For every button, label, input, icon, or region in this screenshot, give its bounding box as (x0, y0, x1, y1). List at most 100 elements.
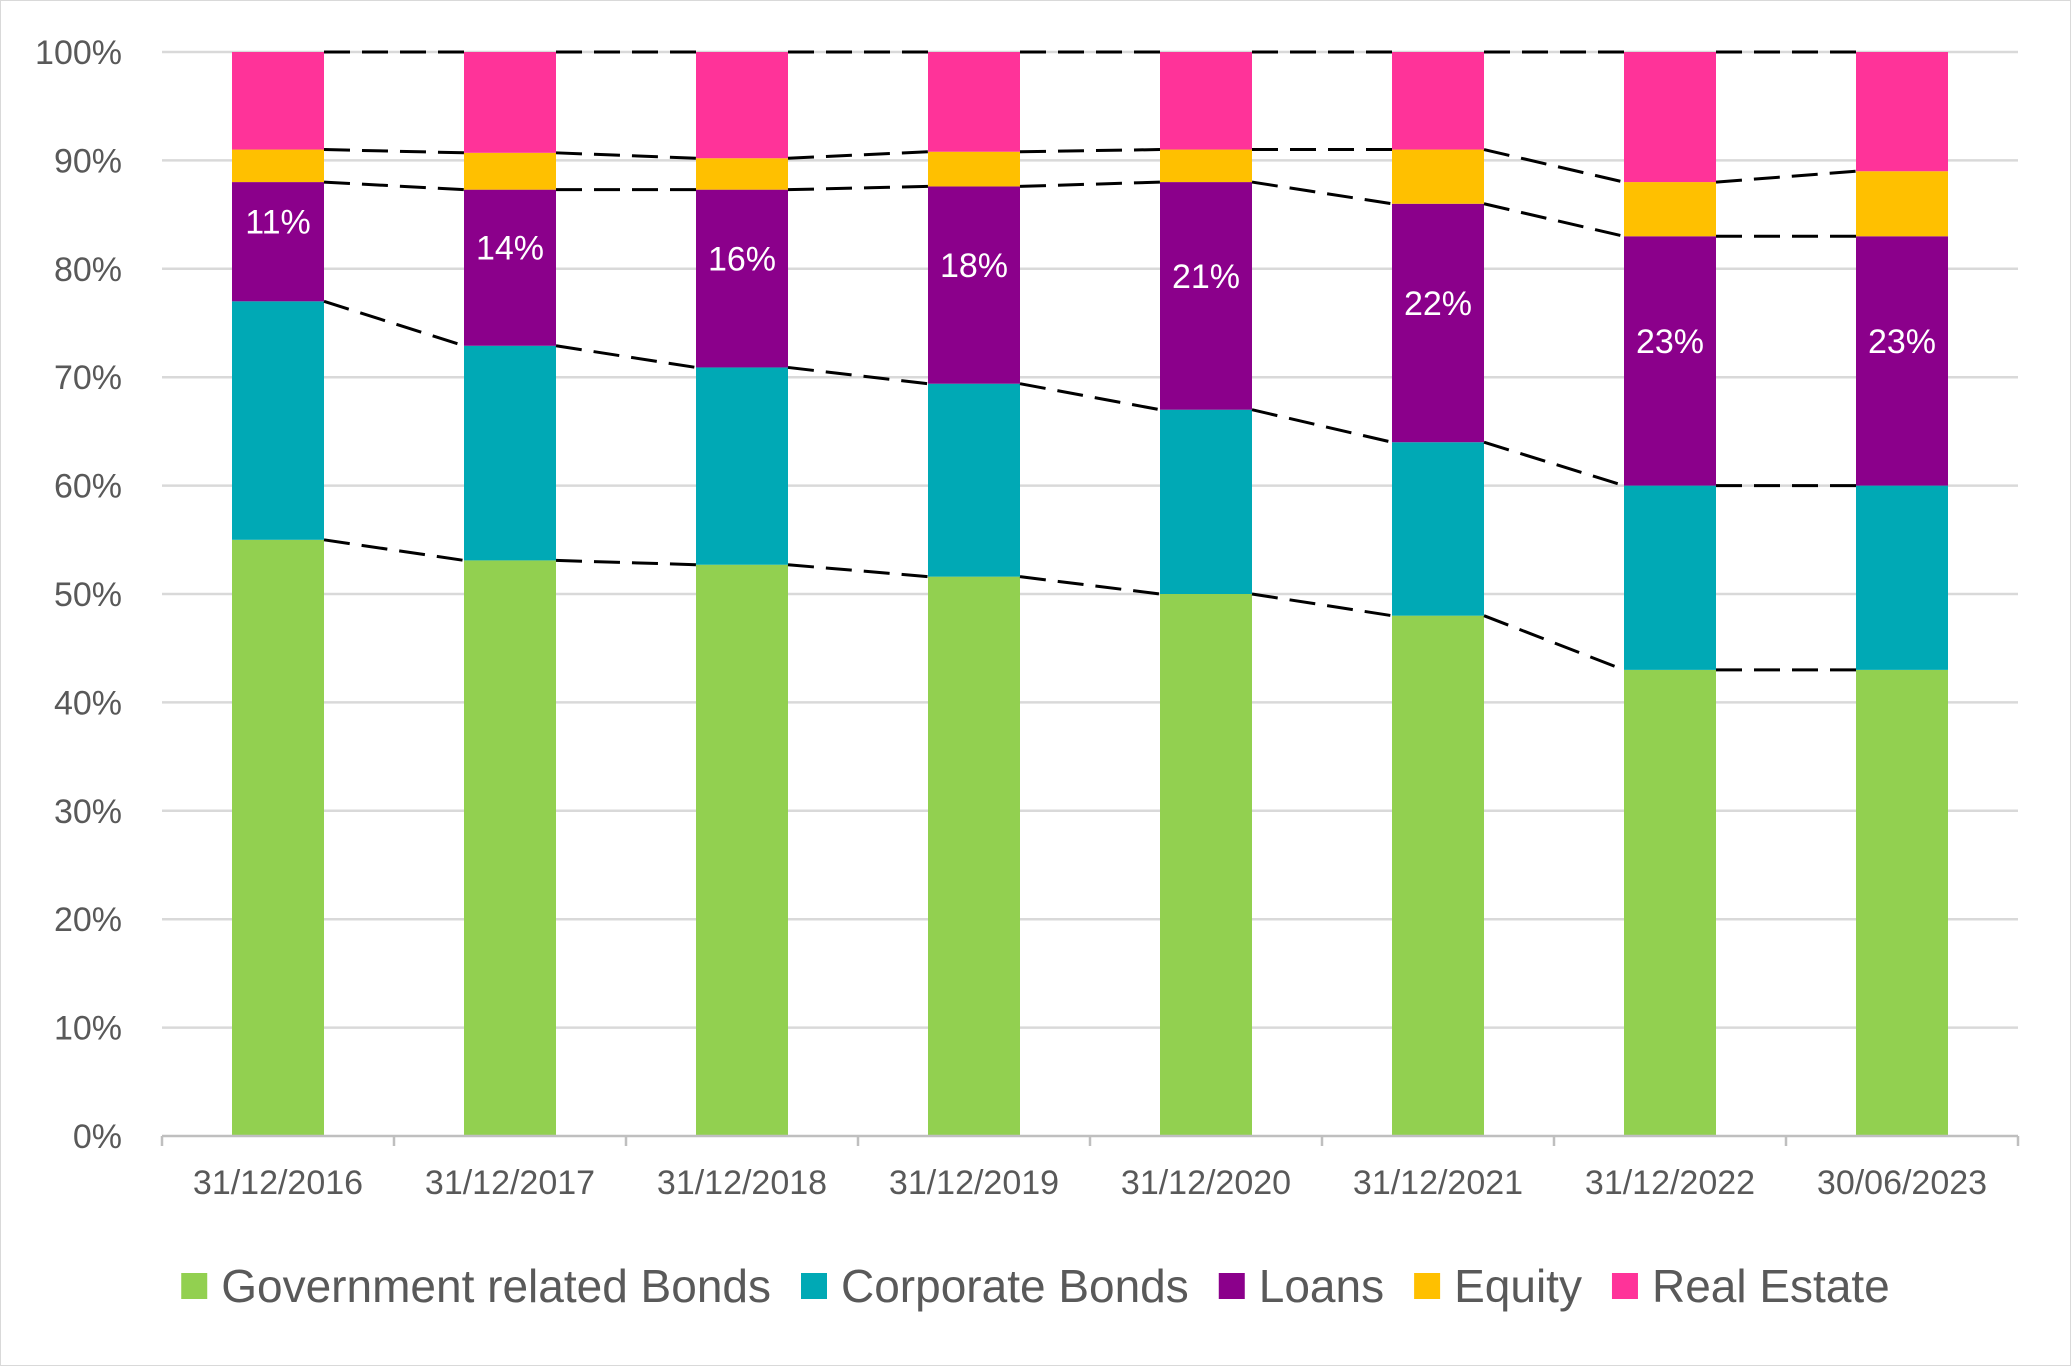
x-tick-label: 31/12/2021 (1353, 1164, 1523, 1202)
connector-line (1715, 169, 1857, 184)
bar-segment (928, 151, 1020, 187)
bar-segment (232, 301, 324, 540)
connector-line (1019, 382, 1161, 412)
bar-segment (928, 576, 1020, 1136)
legend-label: Government related Bonds (221, 1260, 771, 1312)
x-tick-label: 31/12/2017 (425, 1164, 595, 1202)
connector-line (1483, 202, 1625, 238)
bar-segment (1160, 594, 1252, 1136)
legend-swatch (1611, 1273, 1638, 1299)
bar-segment (928, 52, 1020, 152)
bars (232, 52, 1948, 1136)
bar-segment (464, 560, 556, 1136)
y-tick-label: 10% (54, 1010, 122, 1048)
connector-line (1483, 440, 1625, 488)
y-tick-label: 100% (35, 34, 122, 72)
bar-segment (1160, 52, 1252, 150)
bar-segment (928, 383, 1020, 577)
y-tick-label: 30% (54, 793, 122, 831)
bar-segment (1624, 485, 1716, 670)
bar-segment (1392, 203, 1484, 443)
bar-segment (464, 345, 556, 561)
x-tick-label: 31/12/2019 (889, 1164, 1059, 1202)
bar-segment (1392, 149, 1484, 204)
bar-segment (464, 52, 556, 153)
connector-lines (323, 50, 1857, 672)
bar-segment (696, 52, 788, 159)
y-tick-label: 40% (54, 684, 122, 722)
connector-line (555, 558, 697, 567)
data-label: 23% (1636, 323, 1704, 361)
bar-segment (1624, 52, 1716, 183)
bar-segment (696, 564, 788, 1136)
bar-segment (1624, 236, 1716, 486)
bar-segment (1392, 442, 1484, 616)
legend-item: Corporate Bonds (801, 1260, 1189, 1312)
connector-line (787, 184, 929, 192)
legend-swatch (801, 1273, 827, 1299)
legend-swatch (1218, 1273, 1245, 1299)
bar-segment (696, 367, 788, 565)
data-label: 23% (1868, 323, 1936, 361)
bar-segment (928, 186, 1020, 384)
connector-line (555, 344, 697, 369)
legend-item: Loans (1218, 1260, 1384, 1312)
connector-line (787, 563, 929, 579)
y-tick-label: 80% (54, 251, 122, 289)
connector-line (1019, 148, 1161, 154)
data-label: 11% (245, 204, 311, 242)
bar-segment (232, 182, 324, 302)
x-tick-label: 31/12/2018 (657, 1164, 827, 1202)
legend: Government related Bonds Corporate Bonds L… (181, 1260, 1890, 1312)
bar-segment (1392, 52, 1484, 150)
legend-swatch (181, 1273, 208, 1299)
legend-item: Real Estate (1611, 1260, 1890, 1312)
connector-line (1251, 408, 1393, 444)
data-label: 21% (1172, 258, 1240, 296)
bar-segment (232, 52, 324, 150)
connector-line (1019, 575, 1161, 596)
legend-item: Government related Bonds (181, 1260, 771, 1312)
connector-line (787, 150, 929, 160)
connector-line (1019, 180, 1161, 188)
x-tick-label: 31/12/2022 (1585, 1164, 1755, 1202)
bar-segment (1624, 669, 1716, 1136)
bar-segment (1856, 52, 1948, 172)
connector-line (1483, 148, 1625, 184)
legend-label: Corporate Bonds (841, 1260, 1189, 1312)
bar-segment (464, 152, 556, 190)
y-tick-label: 0% (73, 1118, 122, 1156)
bar-segment (1856, 236, 1948, 486)
bar-segment (1856, 485, 1948, 670)
bar-segment (1160, 149, 1252, 183)
connector-line (1483, 614, 1625, 672)
x-tick-label: 30/06/2023 (1817, 1164, 1987, 1202)
y-tick-label: 70% (54, 359, 122, 397)
data-label: 18% (940, 247, 1008, 285)
connector-line (787, 365, 929, 386)
bar-segment (232, 539, 324, 1136)
bar-segment (696, 189, 788, 368)
legend-label: Real Estate (1652, 1260, 1890, 1312)
bar-segment (1856, 669, 1948, 1136)
legend-label: Equity (1454, 1260, 1582, 1312)
bar-segment (1160, 182, 1252, 410)
legend-label: Loans (1259, 1260, 1384, 1312)
bar-segment (1624, 182, 1716, 237)
data-label: 22% (1404, 285, 1472, 323)
y-tick-label: 50% (54, 576, 122, 614)
gridlines (162, 50, 2018, 1029)
bar-segment (1160, 409, 1252, 594)
data-label: 16% (708, 241, 776, 279)
connector-line (323, 538, 465, 562)
legend-item: Equity (1414, 1260, 1582, 1312)
axes: 0% 10% 20% 30% 40% 50% 60% 70% 80% 90% 100% 31/12/2… (35, 34, 2020, 1202)
data-labels: 11% 14% 16% 18% 21% 22% 23% 23% (245, 204, 1936, 361)
connector-line (323, 148, 465, 155)
x-tick-label: 31/12/2020 (1121, 1164, 1291, 1202)
connector-line (323, 299, 465, 348)
y-tick-label: 20% (54, 901, 122, 939)
y-tick-label: 60% (54, 468, 122, 506)
